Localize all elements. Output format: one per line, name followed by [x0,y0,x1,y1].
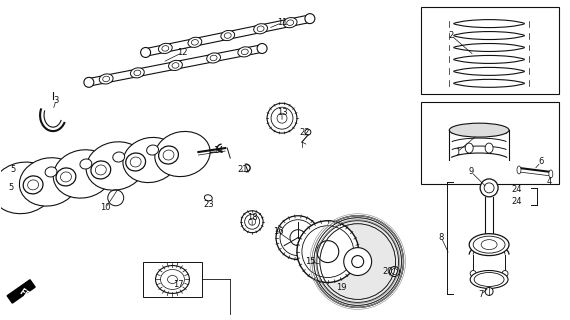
Ellipse shape [91,161,111,179]
Ellipse shape [0,162,55,214]
Ellipse shape [470,270,508,288]
Text: 5: 5 [9,183,14,192]
Ellipse shape [158,43,172,53]
Ellipse shape [305,14,315,24]
Ellipse shape [297,221,359,283]
Ellipse shape [131,68,144,78]
Ellipse shape [267,103,297,133]
Ellipse shape [45,167,57,177]
Bar [421,102,559,184]
Ellipse shape [156,266,189,293]
Text: 22: 22 [300,128,310,137]
FancyArrow shape [7,280,35,303]
Ellipse shape [141,47,150,58]
Ellipse shape [188,37,202,47]
Text: 17: 17 [173,280,184,289]
Ellipse shape [485,143,493,153]
Ellipse shape [276,216,320,260]
Ellipse shape [158,146,178,164]
Ellipse shape [389,267,400,276]
Ellipse shape [146,145,158,155]
Ellipse shape [485,287,493,295]
Ellipse shape [207,53,221,63]
Ellipse shape [80,159,92,169]
Ellipse shape [221,30,235,41]
Ellipse shape [113,152,125,162]
Ellipse shape [344,248,372,276]
Ellipse shape [465,143,473,153]
Text: 19: 19 [336,283,347,292]
Text: 20: 20 [382,267,393,276]
Text: 5: 5 [11,165,16,174]
Ellipse shape [99,74,113,84]
Ellipse shape [205,195,212,201]
Ellipse shape [502,270,508,276]
Text: 15: 15 [304,257,315,266]
Ellipse shape [480,179,498,197]
Text: 4: 4 [546,177,551,187]
Text: 1: 1 [455,148,460,156]
Text: 10: 10 [100,203,111,212]
Ellipse shape [352,256,364,268]
Text: 2: 2 [449,31,454,40]
Ellipse shape [549,170,553,178]
Ellipse shape [53,150,112,198]
Bar [421,7,559,94]
Ellipse shape [241,211,263,233]
Text: 8: 8 [439,233,444,242]
Text: 24: 24 [512,197,522,206]
Ellipse shape [470,270,476,276]
Text: 14: 14 [213,146,223,155]
Ellipse shape [84,77,94,87]
Text: 6: 6 [538,157,544,166]
Text: 7: 7 [478,290,484,299]
Ellipse shape [123,137,178,183]
Ellipse shape [238,47,252,57]
Text: 23: 23 [203,200,214,209]
Ellipse shape [312,216,404,307]
Bar [142,261,202,297]
Text: FR.: FR. [17,288,34,303]
Ellipse shape [126,153,145,171]
Ellipse shape [449,123,509,137]
Ellipse shape [56,168,76,186]
Ellipse shape [155,132,210,177]
Text: 13: 13 [276,108,287,117]
Ellipse shape [283,18,297,28]
Text: 3: 3 [54,96,59,105]
Text: 12: 12 [177,48,188,57]
Ellipse shape [23,176,43,194]
Text: 11: 11 [277,18,287,27]
Text: 21: 21 [237,165,247,174]
Text: 16: 16 [272,227,283,236]
Text: 9: 9 [469,167,474,176]
Ellipse shape [86,142,145,190]
Ellipse shape [469,234,509,256]
Text: 18: 18 [247,213,258,222]
Ellipse shape [517,166,521,174]
Ellipse shape [254,24,267,34]
Text: 24: 24 [512,185,522,194]
Ellipse shape [169,60,182,70]
Ellipse shape [19,158,79,206]
Ellipse shape [257,44,267,53]
